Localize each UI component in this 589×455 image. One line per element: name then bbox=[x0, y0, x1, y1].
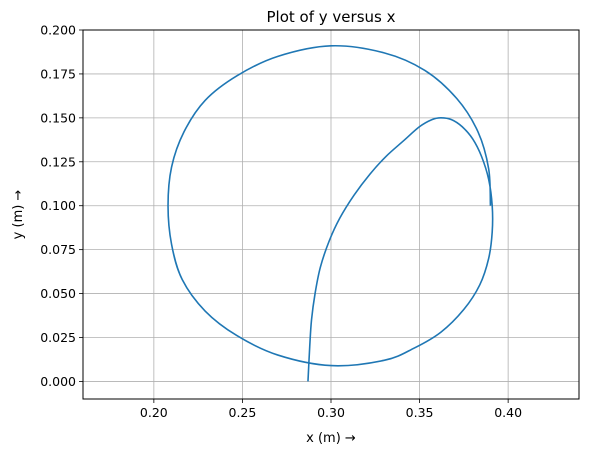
x-axis-label: x (m) → bbox=[306, 431, 356, 446]
x-axis-ticks: 0.20 0.25 0.30 0.35 0.40 bbox=[140, 399, 522, 420]
chart-title: Plot of y versus x bbox=[267, 8, 396, 26]
x-tick-label: 0.25 bbox=[229, 405, 257, 420]
y-tick-label: 0.175 bbox=[40, 66, 76, 81]
y-tick-label: 0.100 bbox=[40, 198, 76, 213]
grid bbox=[83, 29, 579, 399]
series-line bbox=[167, 44, 494, 382]
y-tick-label: 0.200 bbox=[40, 23, 76, 38]
x-tick-label: 0.20 bbox=[140, 405, 168, 420]
x-tick-label: 0.35 bbox=[406, 405, 434, 420]
y-tick-label: 0.000 bbox=[40, 374, 76, 389]
y-axis-label: y (m) → bbox=[11, 190, 26, 240]
y-tick-label: 0.125 bbox=[40, 154, 76, 169]
x-tick-label: 0.40 bbox=[494, 405, 522, 420]
y-tick-label: 0.025 bbox=[40, 330, 76, 345]
x-tick-label: 0.30 bbox=[317, 405, 345, 420]
y-tick-label: 0.050 bbox=[40, 286, 76, 301]
y-axis-ticks: 0.000 0.025 0.050 0.075 0.100 0.125 0.150 0.175… bbox=[40, 23, 83, 389]
series-layer bbox=[167, 44, 494, 382]
y-tick-label: 0.150 bbox=[40, 110, 76, 125]
y-tick-label: 0.075 bbox=[40, 242, 76, 257]
